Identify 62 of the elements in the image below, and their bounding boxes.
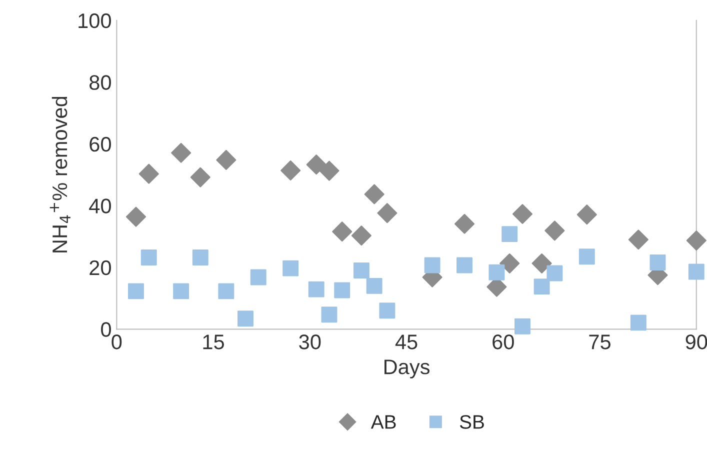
point (128, 283, 144, 300)
point (686, 230, 706, 251)
point (173, 283, 190, 300)
point (379, 302, 396, 319)
point (544, 220, 565, 241)
point (650, 254, 666, 270)
x-tick-label: 15 (203, 334, 224, 350)
point (578, 248, 595, 265)
point (321, 306, 338, 323)
legend-label: SB (460, 415, 484, 429)
y-tick-label: 60 (90, 136, 111, 152)
point (190, 167, 210, 188)
point (454, 214, 475, 234)
point (628, 230, 648, 250)
point (534, 278, 550, 295)
point (502, 226, 518, 242)
x-tick-label: 0 (112, 334, 122, 350)
point (306, 154, 326, 175)
point (576, 204, 597, 225)
point (424, 257, 440, 274)
point (332, 222, 352, 242)
x-tick-label: 45 (395, 334, 418, 350)
x-tick-label: 60 (492, 334, 514, 350)
y-axis-title: NH$_{4}$$^{+}$% removed (50, 96, 70, 252)
point (488, 264, 505, 280)
y-tick-label: 80 (90, 75, 111, 90)
point (500, 253, 520, 274)
y-tick-label: 0 (101, 322, 111, 337)
point (280, 160, 301, 180)
point (308, 281, 324, 298)
legend-label: AB (370, 415, 396, 429)
point (532, 253, 552, 274)
y-tick-label: 40 (89, 198, 111, 214)
point (218, 283, 234, 300)
point (377, 203, 398, 224)
x-tick-label: 30 (299, 334, 321, 350)
point (688, 264, 704, 280)
point (250, 269, 266, 286)
point (456, 257, 472, 274)
point (138, 164, 159, 184)
point (512, 204, 532, 224)
point (334, 282, 350, 298)
point (282, 260, 299, 276)
point (192, 250, 208, 266)
x-tick-label: 90 (686, 334, 707, 350)
x-axis-title: Days (384, 360, 430, 378)
point (353, 262, 370, 278)
point (171, 142, 192, 163)
point (238, 310, 254, 327)
y-tick-label: 100 (78, 13, 111, 28)
point (630, 314, 646, 331)
point (546, 265, 563, 282)
point (364, 184, 384, 204)
point (351, 226, 372, 246)
x-tick-label: 75 (589, 334, 610, 350)
point (126, 206, 146, 227)
point (514, 318, 530, 334)
y-tick-label: 20 (90, 260, 111, 276)
point (140, 250, 157, 266)
point (366, 278, 382, 294)
point (319, 160, 340, 181)
point (216, 150, 236, 170)
